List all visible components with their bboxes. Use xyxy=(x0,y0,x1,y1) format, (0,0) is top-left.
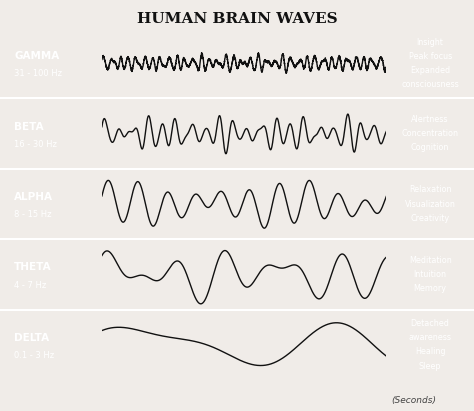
Text: HUMAN BRAIN WAVES: HUMAN BRAIN WAVES xyxy=(137,12,337,26)
Text: Intuition: Intuition xyxy=(414,270,447,279)
Text: Visualization: Visualization xyxy=(405,200,456,208)
Text: Healing: Healing xyxy=(415,347,446,356)
Text: Relaxation: Relaxation xyxy=(409,185,451,194)
Text: THETA: THETA xyxy=(14,263,52,272)
Text: Sleep: Sleep xyxy=(419,362,441,371)
Text: 4 - 7 Hz: 4 - 7 Hz xyxy=(14,281,46,290)
Text: Detached: Detached xyxy=(410,319,450,328)
Text: Cognition: Cognition xyxy=(411,143,449,152)
Text: Insight: Insight xyxy=(417,37,444,46)
Text: 8 - 15 Hz: 8 - 15 Hz xyxy=(14,210,52,219)
Text: BETA: BETA xyxy=(14,122,44,132)
Text: 31 - 100 Hz: 31 - 100 Hz xyxy=(14,69,62,78)
Text: Concentration: Concentration xyxy=(401,129,459,138)
Text: Alertness: Alertness xyxy=(411,115,449,124)
Text: Creativity: Creativity xyxy=(410,214,450,223)
Text: GAMMA: GAMMA xyxy=(14,51,60,61)
Text: 16 - 30 Hz: 16 - 30 Hz xyxy=(14,140,57,149)
Text: DELTA: DELTA xyxy=(14,333,49,343)
Text: awareness: awareness xyxy=(409,333,452,342)
Text: Memory: Memory xyxy=(414,284,447,293)
Text: Peak focus: Peak focus xyxy=(409,52,452,61)
Text: 0.1 - 3 Hz: 0.1 - 3 Hz xyxy=(14,351,55,360)
Text: ALPHA: ALPHA xyxy=(14,192,53,202)
Text: consciousness: consciousness xyxy=(401,80,459,89)
Text: Expanded: Expanded xyxy=(410,66,450,75)
Text: (Seconds): (Seconds) xyxy=(391,396,436,405)
Text: Meditation: Meditation xyxy=(409,256,452,265)
